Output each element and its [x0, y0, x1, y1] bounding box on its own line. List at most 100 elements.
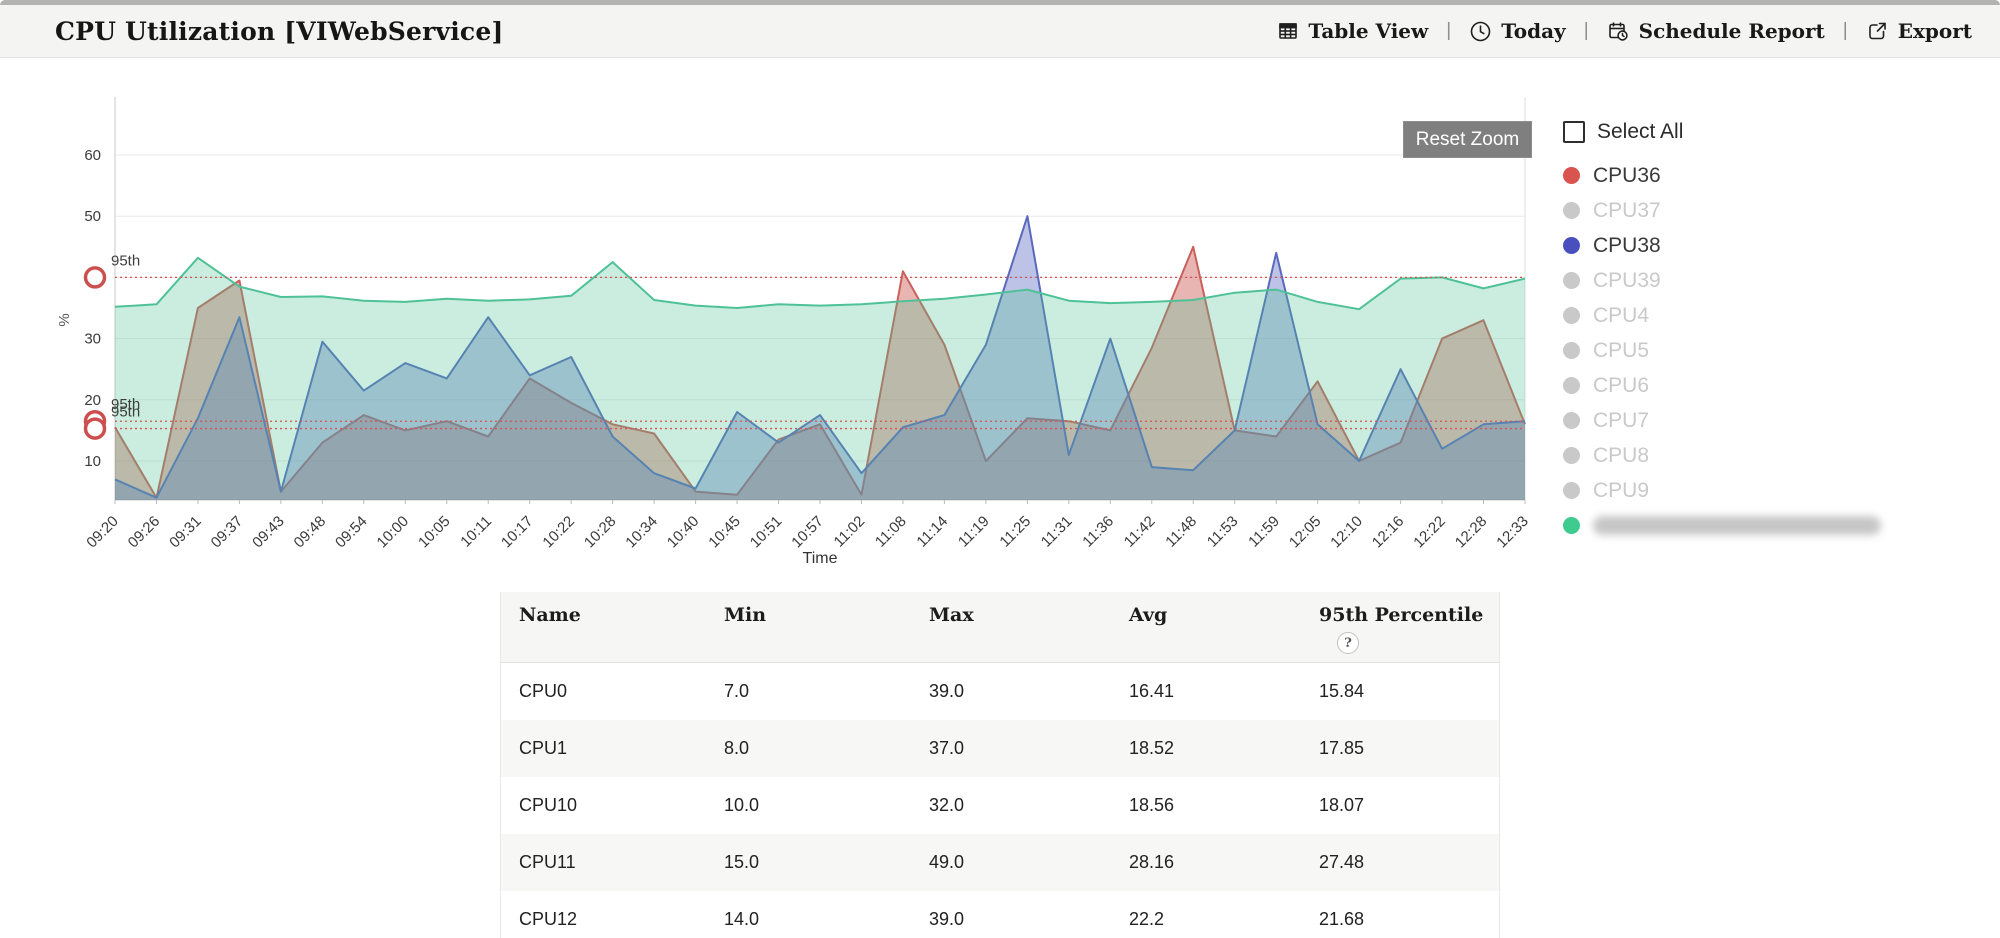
cell-min: 15.0	[724, 852, 760, 872]
legend-item-redacted[interactable]	[1563, 508, 1993, 543]
svg-text:12:22: 12:22	[1410, 513, 1449, 552]
column-header-avg: Avg	[1129, 604, 1168, 626]
svg-text:60: 60	[84, 147, 101, 164]
cell-max: 49.0	[929, 852, 965, 872]
cell-name: CPU0	[519, 681, 568, 701]
cell-max: 39.0	[929, 681, 965, 701]
percentile-help-icon[interactable]: ?	[1337, 632, 1359, 654]
svg-text:10: 10	[84, 453, 101, 470]
y-axis-title: %	[56, 313, 73, 326]
cell-max: 32.0	[929, 795, 965, 815]
svg-text:11:14: 11:14	[913, 513, 951, 551]
cpu-stats-table: Name Min Max Avg 95th Percentile? CPU0 7.0 39.…	[500, 592, 1500, 938]
svg-text:10:11: 10:11	[457, 513, 495, 551]
table-row-cpu11: CPU11 15.0 49.0 28.16 27.48	[501, 834, 1499, 891]
table-body: CPU0 7.0 39.0 16.41 15.84 CPU1 8.0 37.0 18.52 17.…	[501, 663, 1499, 938]
legend-label: CPU38	[1593, 233, 1661, 257]
legend-item-cpu5[interactable]: CPU5	[1563, 333, 1993, 368]
svg-text:11:08: 11:08	[872, 513, 910, 551]
svg-text:10:51: 10:51	[747, 513, 786, 552]
table-view-button[interactable]: Table View	[1277, 19, 1428, 43]
today-label: Today	[1501, 19, 1566, 43]
svg-text:12:05: 12:05	[1286, 513, 1325, 552]
svg-text:09:20: 09:20	[83, 513, 122, 552]
legend-item-cpu4[interactable]: CPU4	[1563, 298, 1993, 333]
select-all-row[interactable]: Select All	[1563, 120, 1993, 144]
schedule-report-button[interactable]: Schedule Report	[1607, 19, 1825, 43]
select-all-label: Select All	[1597, 120, 1684, 143]
svg-text:11:48: 11:48	[1162, 513, 1200, 551]
cell-avg: 28.16	[1129, 852, 1175, 872]
cell-p95: 17.85	[1319, 738, 1365, 758]
svg-text:09:31: 09:31	[166, 513, 205, 552]
svg-text:95th: 95th	[111, 404, 140, 421]
legend-dot	[1563, 517, 1580, 534]
legend-label: CPU6	[1593, 373, 1650, 397]
calendar-clock-icon	[1607, 20, 1630, 43]
legend-items: CPU36 CPU37 CPU38 CPU39 CPU4 CPU5 CPU6 CPU7 CPU8…	[1563, 158, 1993, 543]
legend-label: CPU5	[1593, 338, 1650, 362]
legend-item-cpu38[interactable]: CPU38	[1563, 228, 1993, 263]
select-all-checkbox[interactable]	[1563, 121, 1585, 143]
legend-item-cpu9[interactable]: CPU9	[1563, 473, 1993, 508]
svg-text:09:26: 09:26	[125, 513, 164, 552]
svg-text:12:16: 12:16	[1369, 513, 1408, 552]
legend-dot	[1563, 307, 1580, 324]
svg-text:12:33: 12:33	[1493, 513, 1532, 552]
svg-text:10:40: 10:40	[664, 513, 703, 552]
percentile-line-40: 95th	[83, 252, 1525, 289]
cell-avg: 22.2	[1129, 909, 1165, 929]
x-axis-title: Time	[803, 550, 838, 567]
series-area-cpu36	[114, 245, 1526, 500]
series-area-redacted	[114, 256, 1526, 500]
x-axis-labels: 09:20 09:26 09:31 09:37 09:43 09:48 09:54 10:00…	[83, 500, 1532, 551]
cell-name: CPU10	[519, 795, 578, 815]
table-row-cpu10: CPU10 10.0 32.0 18.56 18.07	[501, 777, 1499, 834]
today-button[interactable]: Today	[1469, 19, 1566, 43]
svg-text:10:22: 10:22	[539, 513, 578, 552]
utilization-chart[interactable]: 10203040506095th95th95th09:2009:2609:310…	[55, 85, 1535, 575]
legend-label: CPU37	[1593, 198, 1661, 222]
legend-label: CPU4	[1593, 303, 1650, 327]
svg-text:11:53: 11:53	[1204, 513, 1242, 551]
svg-text:10:05: 10:05	[415, 513, 454, 552]
svg-text:10:57: 10:57	[788, 513, 827, 552]
window-top-strip	[0, 0, 2000, 5]
header-actions: Table View | Today |	[1277, 19, 1972, 43]
table-grid-icon	[1277, 20, 1299, 42]
export-button[interactable]: Export	[1866, 19, 1972, 43]
svg-text:11:31: 11:31	[1038, 513, 1076, 551]
cell-name: CPU1	[519, 738, 568, 758]
column-header-min: Min	[724, 604, 767, 626]
legend-label: CPU7	[1593, 408, 1650, 432]
reset-zoom-button[interactable]: Reset Zoom	[1403, 121, 1532, 158]
legend-label: CPU39	[1593, 268, 1661, 292]
svg-text:50: 50	[84, 208, 101, 225]
svg-text:10:34: 10:34	[622, 513, 661, 552]
column-header-95th-percentile: 95th Percentile?	[1301, 604, 1501, 654]
legend-item-cpu6[interactable]: CPU6	[1563, 368, 1993, 403]
legend-item-cpu39[interactable]: CPU39	[1563, 263, 1993, 298]
cell-min: 8.0	[724, 738, 750, 758]
svg-text:20: 20	[84, 392, 101, 409]
legend-item-cpu8[interactable]: CPU8	[1563, 438, 1993, 473]
svg-text:11:36: 11:36	[1079, 513, 1117, 551]
cell-p95: 27.48	[1319, 852, 1365, 872]
cell-avg: 18.56	[1129, 795, 1175, 815]
svg-text:95th: 95th	[111, 396, 140, 413]
svg-text:11:02: 11:02	[831, 513, 869, 551]
legend-label: CPU9	[1593, 478, 1650, 502]
legend-item-cpu37[interactable]: CPU37	[1563, 193, 1993, 228]
svg-text:10:45: 10:45	[705, 513, 744, 552]
legend-dot	[1563, 377, 1580, 394]
cell-name: CPU12	[519, 909, 578, 929]
svg-text:12:28: 12:28	[1452, 513, 1491, 552]
legend-dot	[1563, 237, 1580, 254]
cell-min: 14.0	[724, 909, 760, 929]
table-row-cpu0: CPU0 7.0 39.0 16.41 15.84	[501, 663, 1499, 720]
svg-text:10:28: 10:28	[581, 513, 620, 552]
legend-dot	[1563, 447, 1580, 464]
page-title: CPU Utilization [VIWebService]	[55, 16, 504, 46]
legend-item-cpu7[interactable]: CPU7	[1563, 403, 1993, 438]
legend-item-cpu36[interactable]: CPU36	[1563, 158, 1993, 193]
